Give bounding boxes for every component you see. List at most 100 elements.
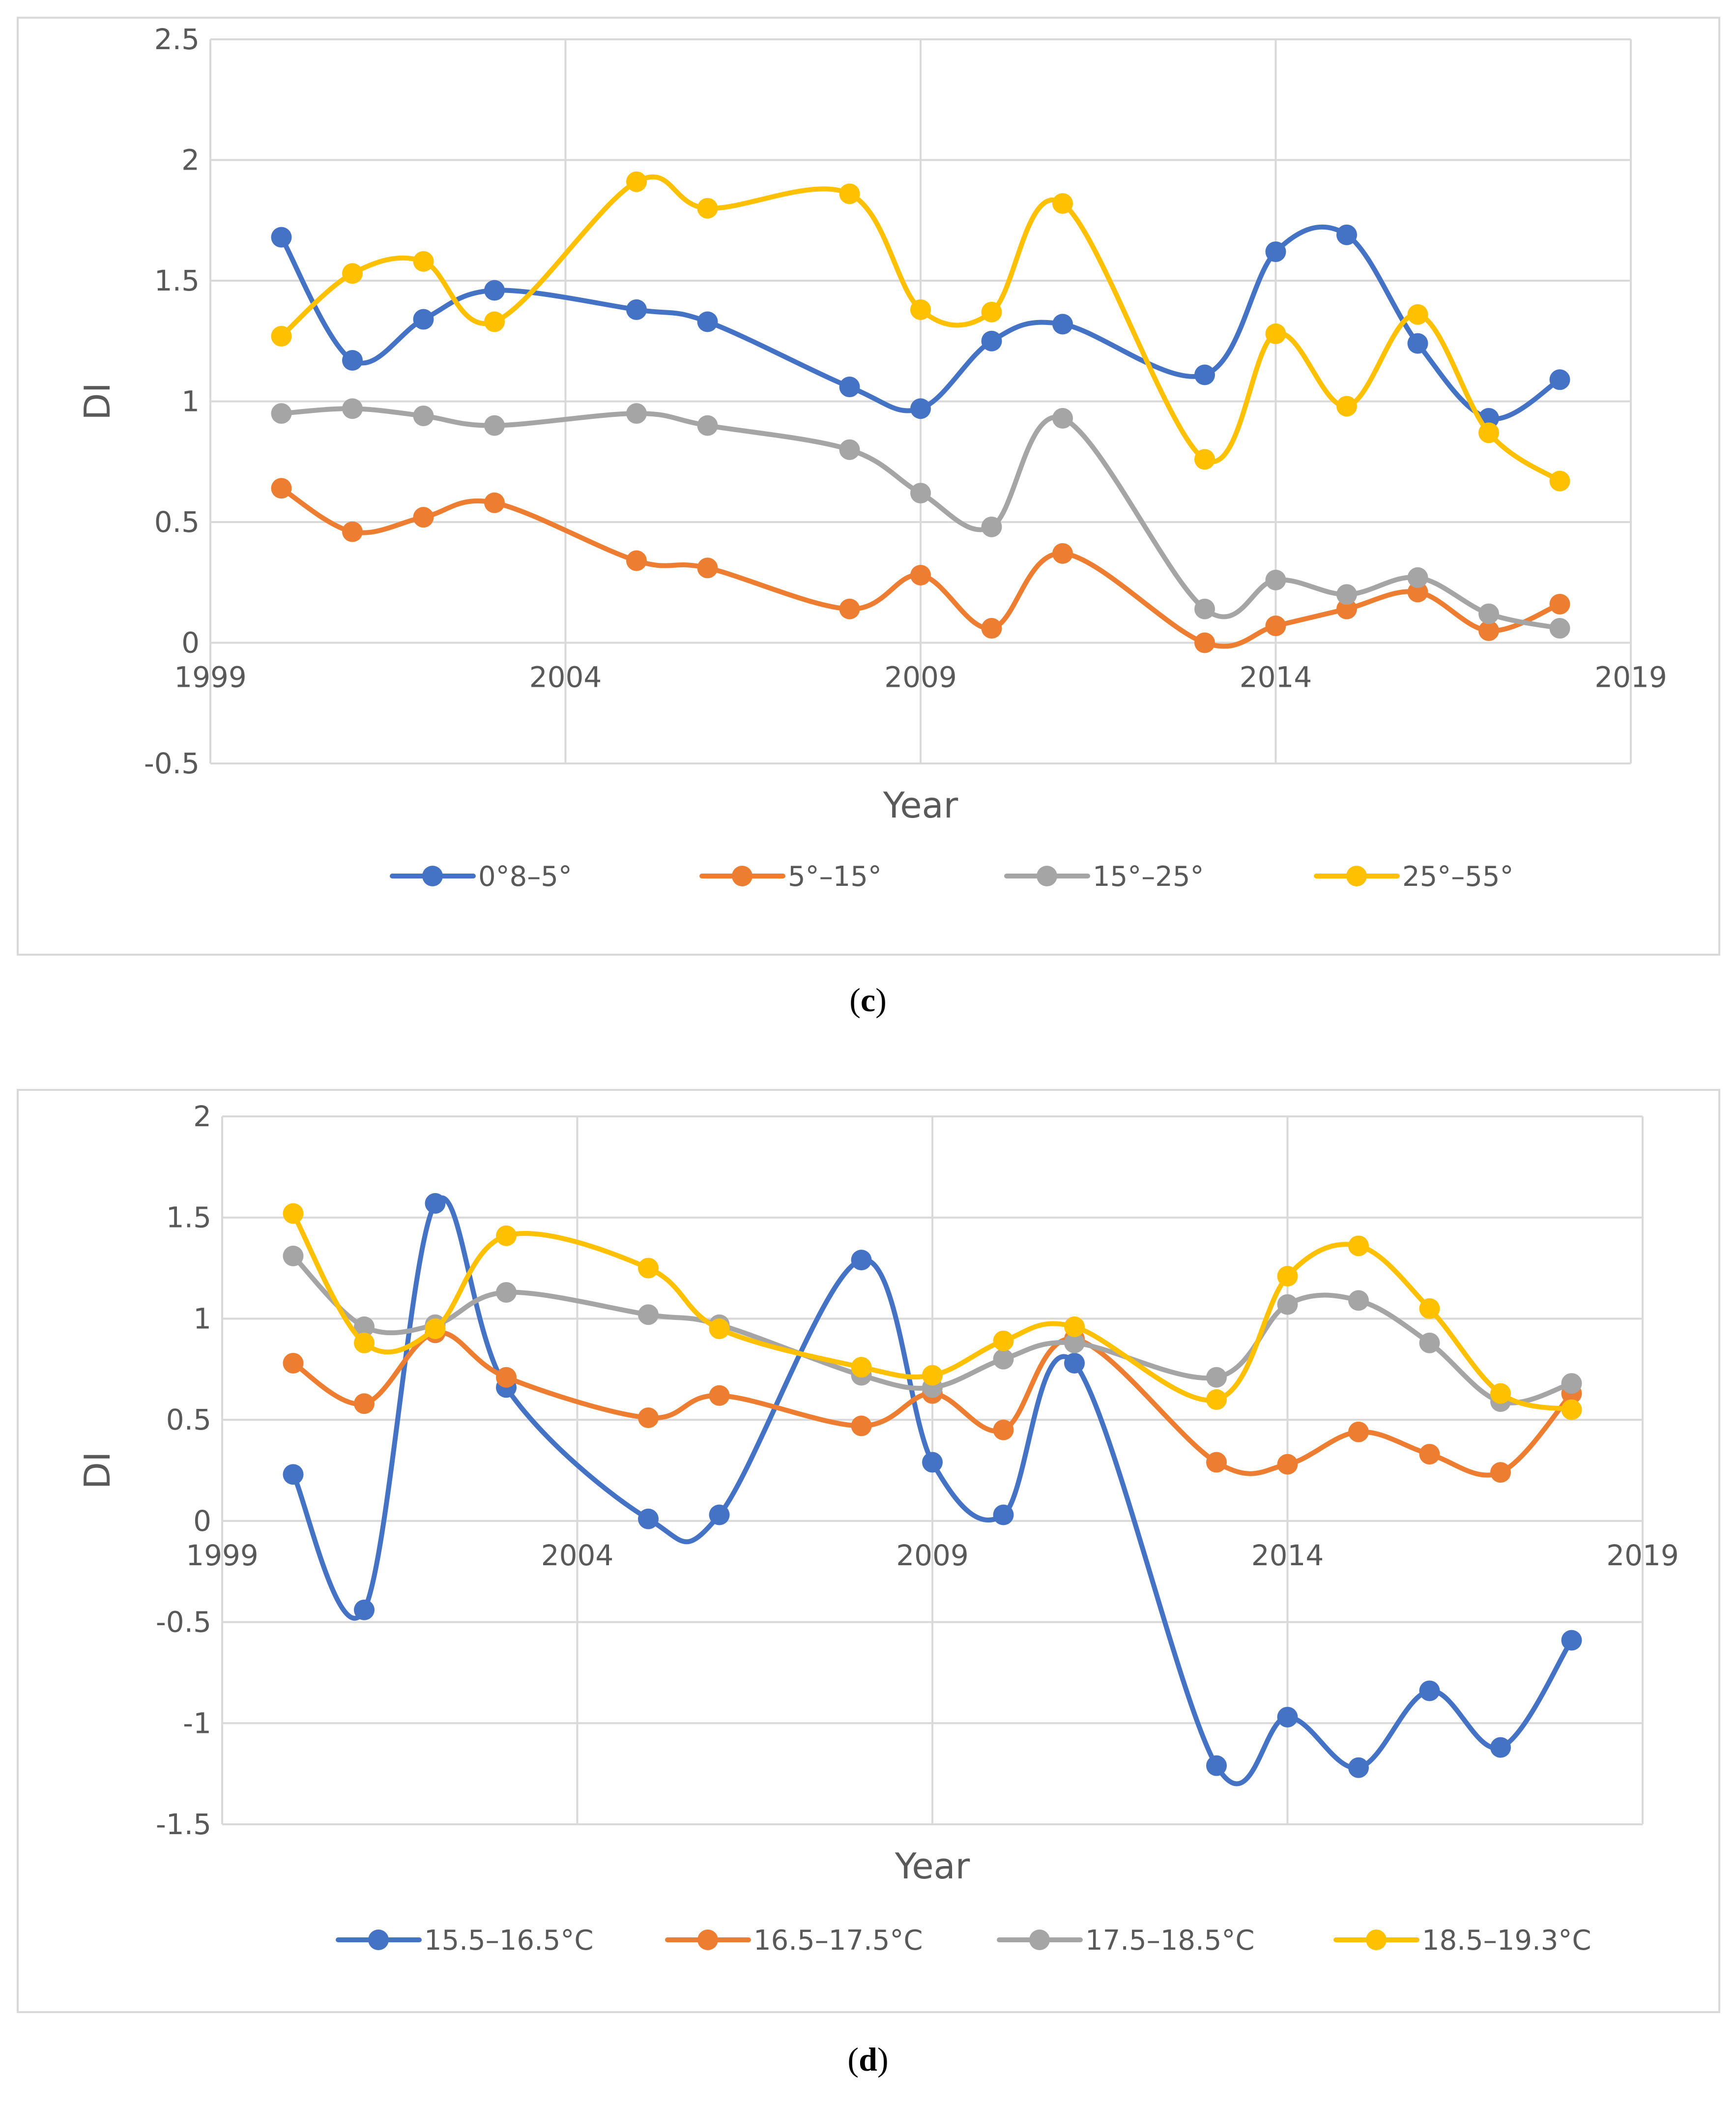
d-series-3-point [354, 1316, 375, 1337]
d-series-3-point [638, 1304, 659, 1325]
c-series-1-point [1265, 241, 1286, 263]
d-x-tick-label: 2019 [1606, 1539, 1679, 1572]
d-series-3-point [1064, 1332, 1085, 1353]
d-series-2-line [290, 1330, 1574, 1478]
c-series-4-point [1336, 396, 1357, 417]
d-x-tick-label: 2009 [896, 1539, 969, 1572]
c-x-tick-label: 2004 [529, 661, 602, 694]
c-series-3-point [1052, 408, 1073, 429]
c-y-tick-label: 2 [181, 144, 200, 177]
c-series-1-point [1194, 364, 1215, 385]
chart-panel-d: 2 1.5 1 0.5 0 -0.5 -1 -1.5 1999 2004 2009 2014 2019 Y… [17, 1089, 1720, 2013]
d-series-1-point [1561, 1630, 1582, 1651]
c-x-tick-label: 1999 [174, 661, 247, 694]
c-legend-label: 15°–25° [1093, 861, 1204, 893]
c-series-4-point [1478, 422, 1499, 443]
d-legend-swatch-marker [697, 1930, 718, 1950]
d-series-1-point [1490, 1737, 1511, 1758]
d-series-4-point [354, 1332, 375, 1353]
d-series-1-point [851, 1250, 872, 1271]
c-series-3-point [839, 439, 860, 460]
c-series-1-point [697, 311, 718, 332]
d-series-2-point [1348, 1421, 1369, 1442]
c-series-4-point [271, 325, 292, 347]
c-series-1-point [839, 377, 860, 398]
c-series-3-point [626, 403, 647, 424]
c-series-4-point [697, 198, 718, 219]
d-series-2-point [993, 1419, 1014, 1440]
c-series-2-point [484, 492, 505, 513]
c-series-1-point [484, 280, 505, 301]
c-series-1-point [1549, 369, 1570, 390]
d-series-4-point [283, 1203, 304, 1224]
d-y-tick-label: 0.5 [166, 1403, 211, 1436]
c-series-3-point [697, 415, 718, 436]
d-series-1-point [354, 1599, 375, 1620]
d-series-1-point [1206, 1755, 1227, 1776]
d-series-2-point [354, 1393, 375, 1414]
d-series-3-point [1561, 1373, 1582, 1394]
c-series-4-point [413, 251, 434, 272]
c-legend-swatch-marker [1346, 866, 1367, 886]
c-series-2-point [626, 550, 647, 571]
c-series-1-point [342, 350, 363, 371]
c-series-4-point [839, 183, 860, 205]
d-series-4-point [496, 1225, 517, 1246]
c-legend-swatch-marker [1037, 866, 1057, 886]
c-series-2-point [981, 618, 1002, 639]
c-series-1-point [626, 299, 647, 320]
d-y-tick-label: 0 [193, 1504, 211, 1538]
d-series-4-point [1419, 1298, 1440, 1319]
c-series-1-point [1407, 333, 1428, 354]
d-series-3-point [1277, 1294, 1298, 1315]
d-series-3-point [496, 1282, 517, 1303]
d-legend-swatch-marker [368, 1930, 389, 1950]
d-y-tick-label: -0.5 [156, 1606, 211, 1639]
c-series-2-point [1478, 620, 1499, 641]
c-series-3-point [1336, 584, 1357, 605]
c-series-3-point [413, 405, 434, 426]
d-series-1-point [1419, 1680, 1440, 1701]
d-series-4-point [993, 1330, 1014, 1351]
c-series-4-point [1052, 193, 1073, 214]
chart-panel-c: 2.5 2 1.5 1 0.5 0 -0.5 1999 2004 2009 2014 2019 Year… [17, 17, 1720, 956]
d-x-tick-label: 1999 [186, 1539, 259, 1572]
c-series-2-point [1194, 632, 1215, 653]
d-series-3-point [1206, 1367, 1227, 1388]
d-series-4-point [1490, 1383, 1511, 1404]
d-series-2-point [638, 1407, 659, 1429]
c-series-2-point [1407, 582, 1428, 603]
c-legend-swatch-marker [732, 866, 752, 886]
d-legend-label: 15.5–16.5°C [424, 1925, 593, 1957]
c-y-tick-label: 1 [181, 385, 200, 418]
c-y-tick-label: 0.5 [154, 505, 200, 539]
c-series-1-point [271, 227, 292, 248]
d-series-4-point [1348, 1235, 1369, 1257]
d-series-4-point [1277, 1266, 1298, 1287]
c-y-axis-title: DI [77, 382, 118, 420]
d-legend-label: 17.5–18.5°C [1085, 1925, 1254, 1957]
d-series-1-point [993, 1504, 1014, 1525]
d-series-2-point [1490, 1462, 1511, 1483]
c-x-tick-label: 2009 [884, 661, 957, 694]
d-series-2-point [1206, 1452, 1227, 1473]
d-series-1-point [1348, 1757, 1369, 1778]
c-series-4-point [981, 301, 1002, 322]
d-y-tick-label: 1 [193, 1302, 211, 1335]
c-y-tick-label: 2.5 [154, 23, 200, 56]
d-series-2-point [851, 1415, 872, 1436]
c-series-4-point [626, 171, 647, 192]
c-series-4-point [910, 299, 931, 320]
c-series-3-point [1478, 603, 1499, 624]
c-series-4-point [1407, 304, 1428, 325]
c-series-3-point [342, 398, 363, 419]
c-series-1-point [1336, 224, 1357, 245]
c-series-3-point [910, 483, 931, 504]
c-series-4-point [1194, 449, 1215, 470]
d-series-4-point [425, 1318, 446, 1339]
c-series-1-point [981, 330, 1002, 351]
caption-c: (c) [849, 981, 887, 1019]
d-series-3-point [1419, 1332, 1440, 1353]
c-series-3-point [1407, 567, 1428, 588]
d-series-1-point [638, 1508, 659, 1529]
